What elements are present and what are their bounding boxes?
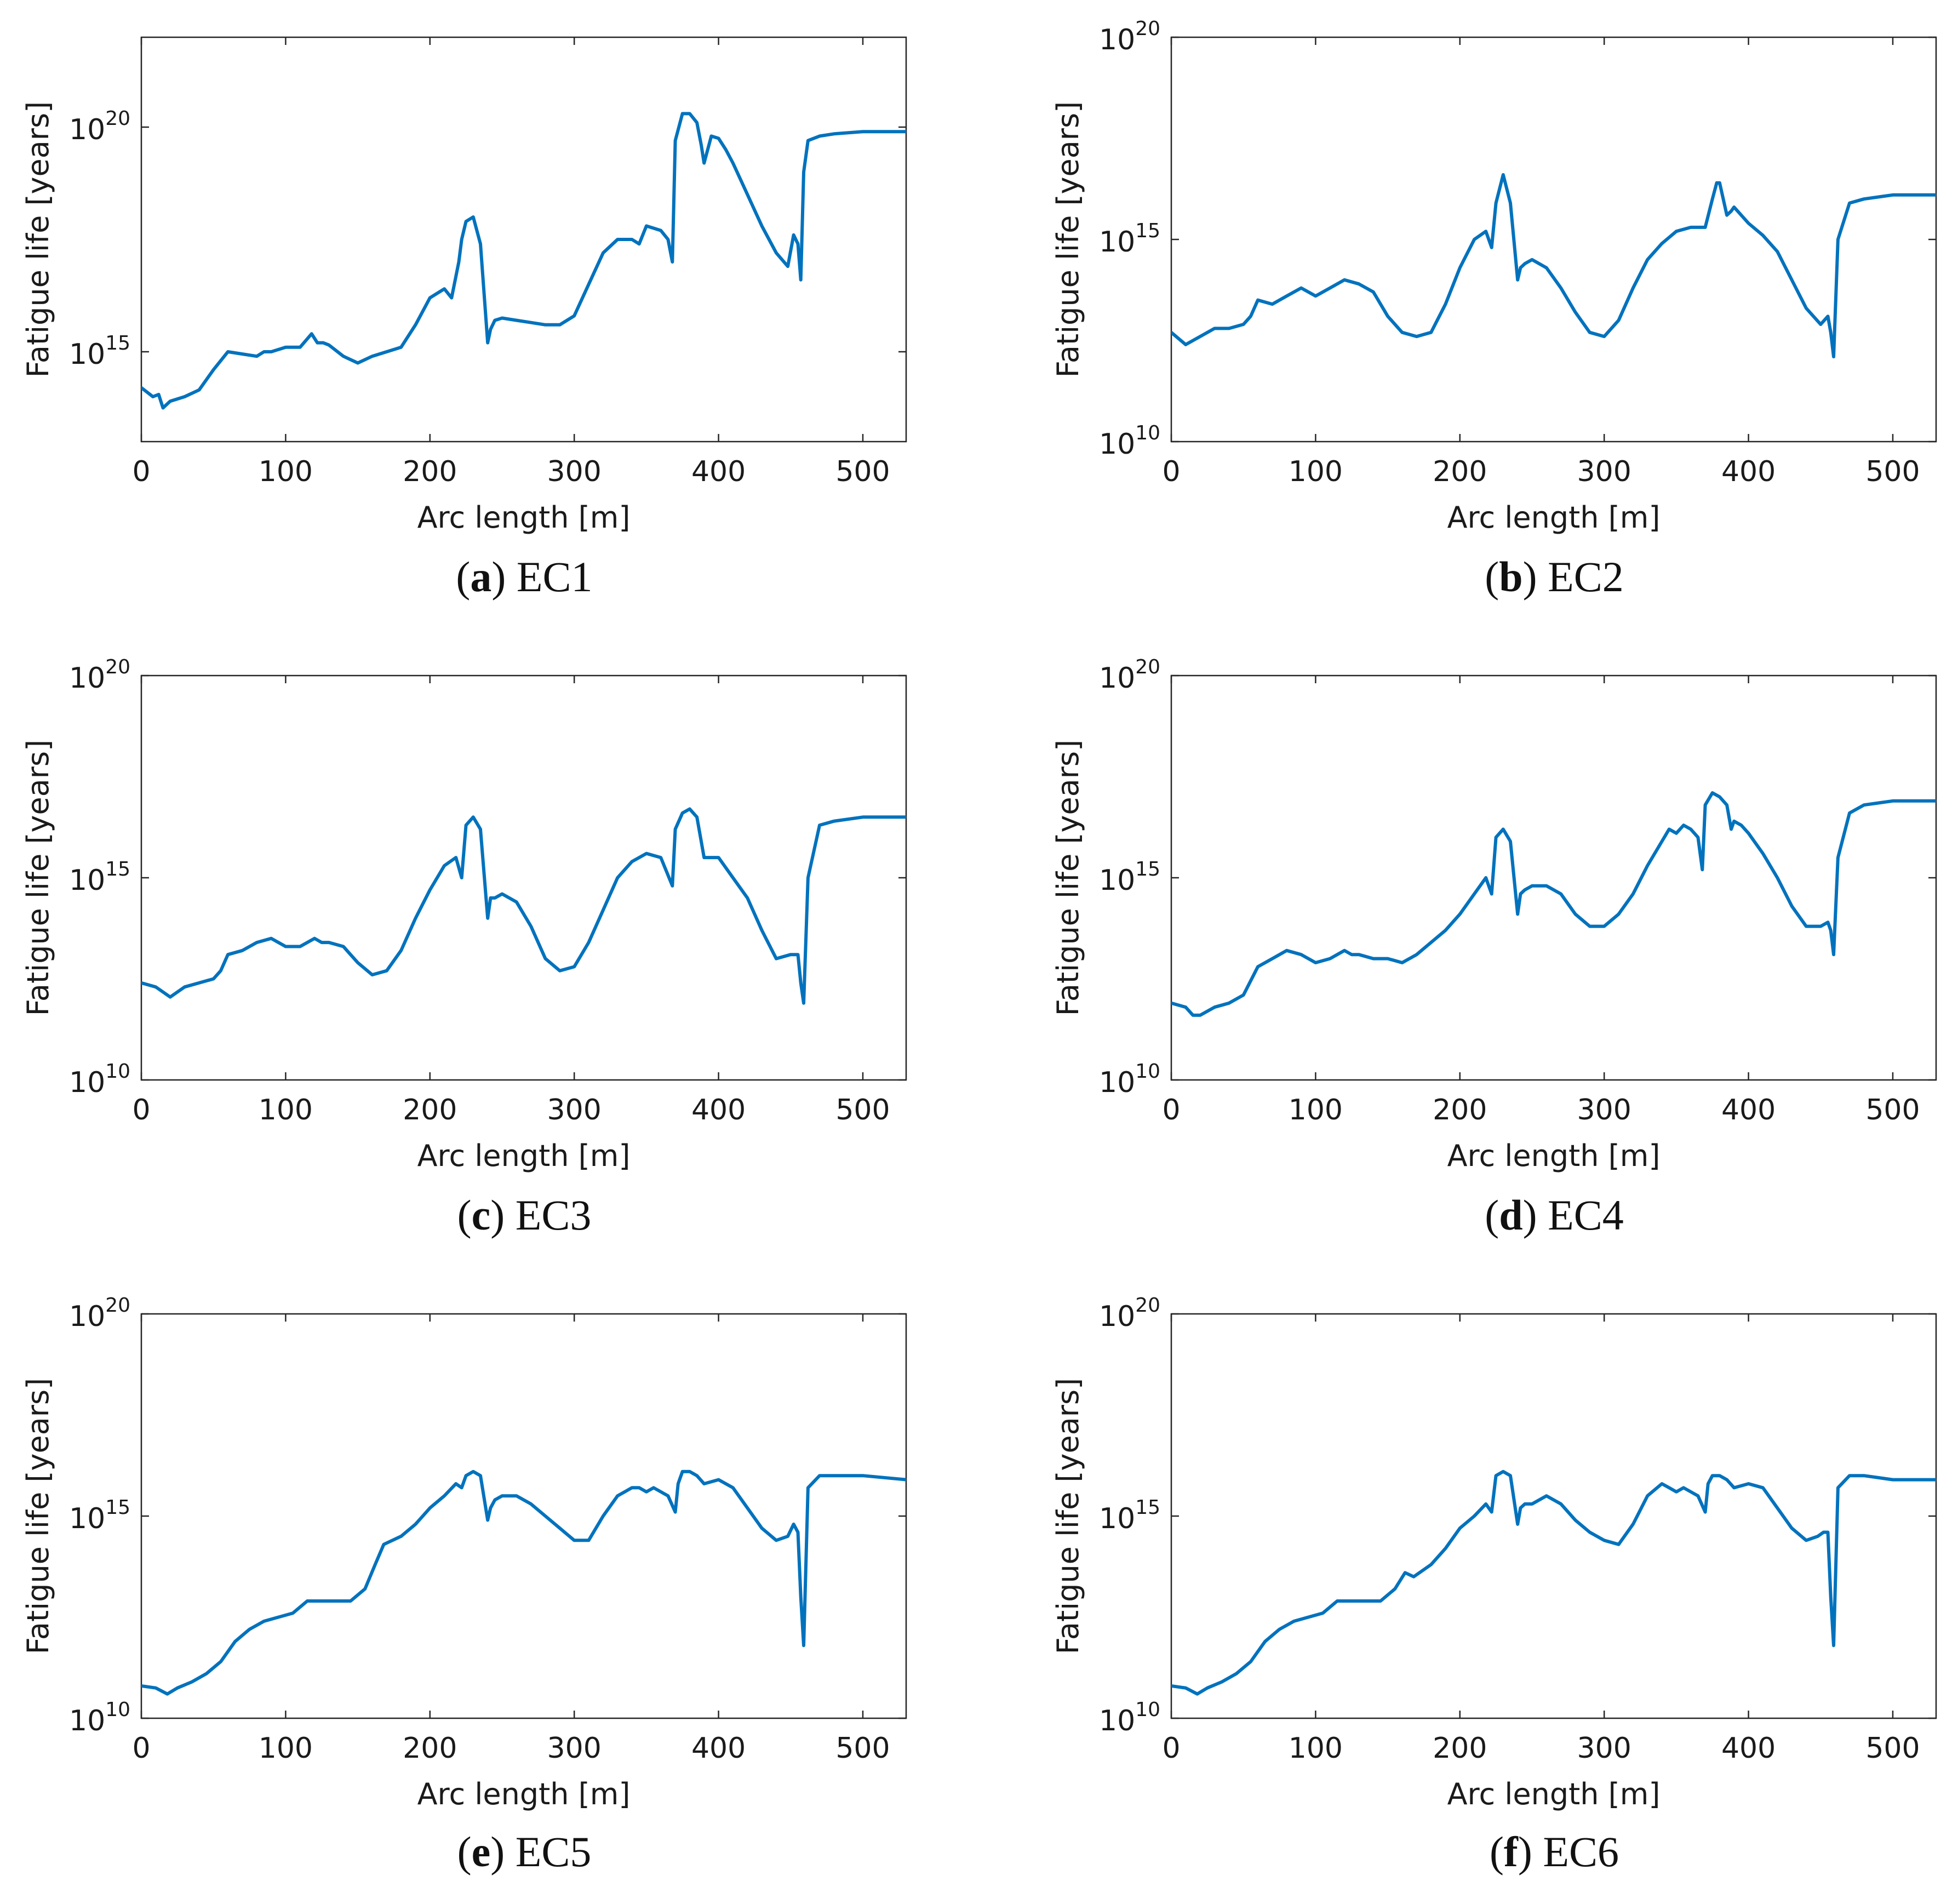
y-tick-label: 1015 xyxy=(1099,1496,1160,1535)
y-tick-label: 1015 xyxy=(1099,220,1160,259)
x-tick-label: 500 xyxy=(1865,1094,1920,1127)
x-tick-label: 300 xyxy=(547,1094,602,1127)
y-tick-label: 1020 xyxy=(69,1294,130,1333)
caption-b: (b) EC2 xyxy=(1485,553,1624,601)
chart-c: 0 100 200 300 400 500 1010 1015 1020 Arc length [… xyxy=(21,656,907,1173)
x-tick-label: 200 xyxy=(403,1094,457,1127)
x-tick-label: 300 xyxy=(1577,1732,1631,1765)
x-tick-label: 0 xyxy=(1162,455,1180,488)
x-tick-label: 400 xyxy=(1721,1094,1776,1127)
x-tick-label: 100 xyxy=(1289,1094,1343,1127)
series-line xyxy=(141,112,906,410)
x-tick-label: 500 xyxy=(835,455,890,488)
y-axis-label: Fatigue life [years] xyxy=(21,740,55,1016)
y-axis-label: Fatigue life [years] xyxy=(21,101,55,378)
x-tick-label: 100 xyxy=(1289,1732,1343,1765)
x-tick-label: 100 xyxy=(259,455,313,488)
x-axis-label: Arc length [m] xyxy=(1447,1139,1661,1173)
x-tick-label: 500 xyxy=(1865,455,1920,488)
x-tick-label: 100 xyxy=(1289,455,1343,488)
x-tick-label: 500 xyxy=(835,1732,890,1765)
series-line xyxy=(1171,1470,1936,1696)
y-axis-label: Fatigue life [years] xyxy=(21,1378,55,1654)
x-tick-label: 200 xyxy=(1433,1732,1487,1765)
x-tick-label: 0 xyxy=(1162,1094,1180,1127)
x-tick-label: 200 xyxy=(403,1732,457,1765)
y-tick-label: 1015 xyxy=(69,1496,130,1535)
y-axis-label: Fatigue life [years] xyxy=(1051,101,1085,378)
x-tick-label: 0 xyxy=(132,455,150,488)
x-tick-label: 200 xyxy=(403,455,457,488)
x-tick-label: 100 xyxy=(259,1094,313,1127)
y-tick-label: 1010 xyxy=(1099,422,1160,461)
y-tick-label: 1015 xyxy=(1099,858,1160,897)
x-tick-label: 200 xyxy=(1433,455,1487,488)
y-tick-label: 1020 xyxy=(1099,1294,1160,1333)
y-tick-label: 1010 xyxy=(1099,1699,1160,1737)
series-line xyxy=(141,807,906,1005)
chart-d: 0 100 200 300 400 500 1010 1015 1020 Arc length [… xyxy=(1051,656,1937,1173)
y-axis-label: Fatigue life [years] xyxy=(1051,740,1085,1016)
x-axis-label: Arc length [m] xyxy=(1447,1777,1661,1811)
axes-box xyxy=(140,1313,907,1719)
caption-f: (f) EC6 xyxy=(1489,1828,1619,1876)
chart-e: 0 100 200 300 400 500 1010 1015 1020 Arc length [… xyxy=(21,1294,907,1811)
caption-d: (d) EC4 xyxy=(1485,1191,1624,1239)
x-axis-label: Arc length [m] xyxy=(417,1139,631,1173)
caption-c: (c) EC3 xyxy=(457,1191,592,1239)
x-tick-label: 0 xyxy=(132,1094,150,1127)
caption-e: (e) EC5 xyxy=(457,1828,592,1876)
x-tick-label: 0 xyxy=(1162,1732,1180,1765)
axes-box xyxy=(1170,36,1937,443)
x-tick-label: 400 xyxy=(691,1732,746,1765)
series-line xyxy=(1171,173,1936,358)
x-tick-label: 500 xyxy=(835,1094,890,1127)
x-tick-label: 300 xyxy=(1577,1094,1631,1127)
series-line xyxy=(141,1470,906,1696)
x-tick-label: 500 xyxy=(1865,1732,1920,1765)
x-tick-label: 200 xyxy=(1433,1094,1487,1127)
axes-box xyxy=(140,674,907,1081)
axes-box xyxy=(140,36,907,443)
y-tick-label: 1020 xyxy=(69,107,130,146)
y-axis-label: Fatigue life [years] xyxy=(1051,1378,1085,1654)
x-tick-label: 0 xyxy=(132,1732,150,1765)
y-tick-label: 1010 xyxy=(1099,1060,1160,1099)
y-tick-label: 1020 xyxy=(1099,18,1160,56)
y-tick-label: 1010 xyxy=(69,1060,130,1099)
x-tick-label: 400 xyxy=(691,455,746,488)
series-line xyxy=(1171,791,1936,1017)
y-tick-label: 1020 xyxy=(1099,656,1160,695)
x-tick-label: 400 xyxy=(691,1094,746,1127)
caption-a: (a) EC1 xyxy=(456,553,593,601)
x-tick-label: 300 xyxy=(547,455,602,488)
y-tick-label: 1010 xyxy=(69,1699,130,1737)
y-tick-label: 1015 xyxy=(69,332,130,371)
chart-b: 0 100 200 300 400 500 1010 1015 1020 Arc length [… xyxy=(1051,18,1937,535)
chart-f: 0 100 200 300 400 500 1010 1015 1020 Arc length [… xyxy=(1051,1294,1937,1811)
axes-box xyxy=(1170,674,1937,1081)
x-tick-label: 400 xyxy=(1721,1732,1776,1765)
x-tick-label: 300 xyxy=(547,1732,602,1765)
chart-a: 0 100 200 300 400 500 1015 1020 Arc length [m] Fa… xyxy=(21,36,907,535)
x-tick-label: 400 xyxy=(1721,455,1776,488)
axes-box xyxy=(1170,1313,1937,1719)
x-axis-label: Arc length [m] xyxy=(417,500,631,535)
x-axis-label: Arc length [m] xyxy=(1447,500,1661,535)
y-tick-label: 1020 xyxy=(69,656,130,695)
x-axis-label: Arc length [m] xyxy=(417,1777,631,1811)
y-tick-label: 1015 xyxy=(69,858,130,897)
x-tick-label: 300 xyxy=(1577,455,1631,488)
x-tick-label: 100 xyxy=(259,1732,313,1765)
